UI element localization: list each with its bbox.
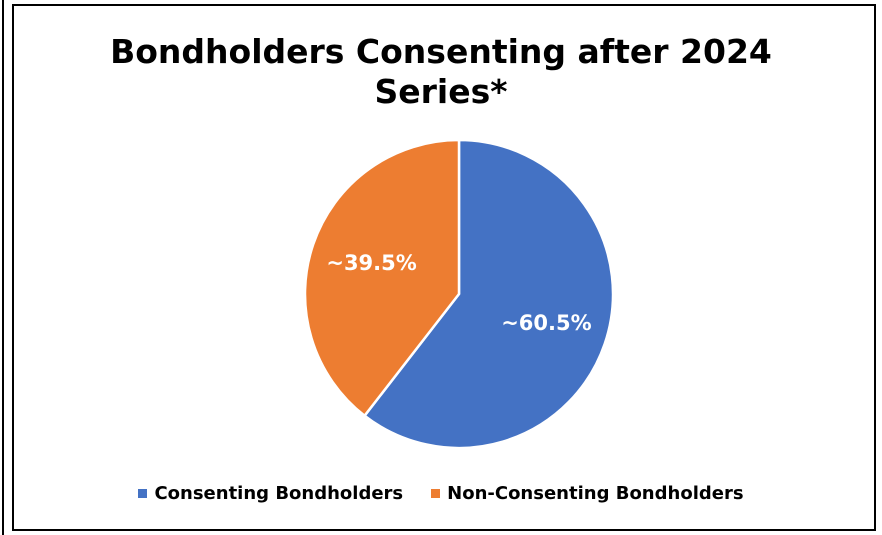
legend-swatch-consenting — [138, 489, 148, 498]
chart-title-line-2: Series* — [374, 72, 508, 111]
legend-label-consenting: Consenting Bondholders — [154, 483, 404, 504]
chart-title-line-1: Bondholders Consenting after 2024 — [110, 32, 772, 71]
legend-swatch-non-consenting — [431, 489, 441, 498]
left-edge-rule — [2, 0, 4, 535]
pie-data-labels: ~60.5% ~39.5% — [326, 251, 591, 335]
legend-item-non-consenting: Non-Consenting Bondholders — [431, 483, 744, 504]
data-label-consenting: ~60.5% — [501, 311, 591, 335]
pie-slices — [303, 138, 615, 450]
legend-item-consenting: Consenting Bondholders — [138, 483, 403, 504]
chart-legend: Consenting Bondholders Non-Consenting Bo… — [0, 483, 882, 504]
pie-slice-consenting — [362, 138, 615, 450]
legend-label-non-consenting: Non-Consenting Bondholders — [447, 483, 744, 504]
data-label-non-consenting: ~39.5% — [326, 251, 416, 275]
pie-slice-non-consenting — [303, 138, 461, 418]
chart-title: Bondholders Consenting after 2024 Series… — [0, 32, 882, 112]
